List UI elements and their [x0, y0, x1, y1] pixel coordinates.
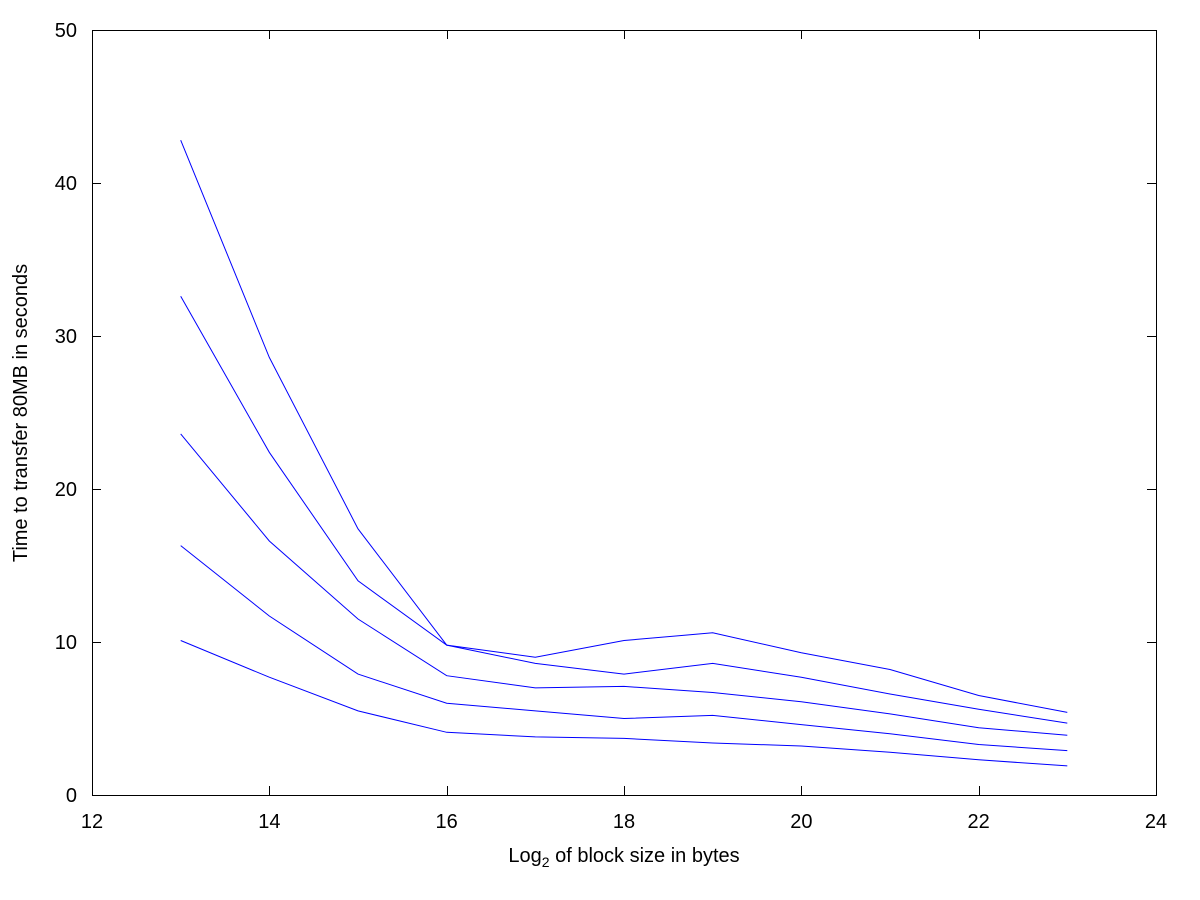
- y-tick-label: 50: [55, 20, 77, 42]
- x-tick-label: 22: [968, 811, 990, 833]
- x-axis-label: Log2 of block size in bytes: [508, 845, 739, 870]
- series-lines: [180, 140, 1068, 767]
- x-axis-label-rest: of block size in bytes: [550, 845, 740, 867]
- x-axis-label-subscript: 2: [542, 854, 550, 870]
- x-tick-label: 18: [613, 811, 635, 833]
- series-line-2: [180, 295, 1068, 724]
- series-line-5: [180, 640, 1068, 767]
- series-line-3: [180, 433, 1068, 736]
- x-axis-label-base: Log: [508, 845, 541, 867]
- tick-labels: 12 14 16 18 20 22 24 0 10 20 30 40 50: [55, 20, 1167, 833]
- y-axis-label: Time to transfer 80MB in seconds: [10, 264, 32, 562]
- y-tick-label: 30: [55, 326, 77, 348]
- y-tick-label: 20: [55, 479, 77, 501]
- x-tick-label: 14: [258, 811, 280, 833]
- plot-frame: [92, 30, 1157, 796]
- x-tick-label: 12: [81, 811, 103, 833]
- series-line-4: [180, 545, 1068, 752]
- axis-ticks: [92, 30, 1157, 796]
- y-tick-label: 40: [55, 173, 77, 195]
- y-tick-label: 10: [55, 632, 77, 654]
- y-tick-label: 0: [66, 785, 77, 807]
- x-tick-label: 20: [790, 811, 812, 833]
- x-tick-label: 16: [436, 811, 458, 833]
- series-line-1: [180, 140, 1068, 713]
- x-tick-label: 24: [1145, 811, 1167, 833]
